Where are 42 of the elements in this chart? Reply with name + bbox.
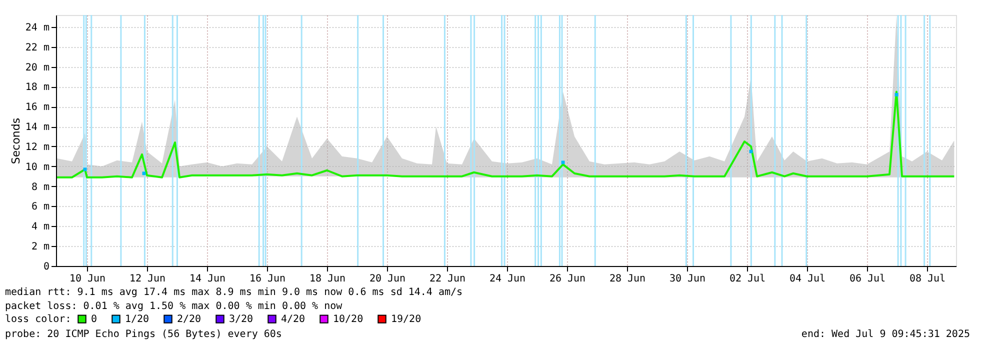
- y-tick-label: 8 m: [31, 182, 50, 193]
- x-tick-label: 28 Jun: [609, 274, 646, 284]
- legend-label: 10/20: [333, 314, 364, 326]
- line-series: [56, 90, 956, 178]
- legend-label: 1/20: [125, 314, 150, 326]
- x-tick-label: 18 Jun: [309, 274, 346, 284]
- y-tick-label: 14 m: [25, 122, 50, 134]
- legend-label: 0: [91, 314, 98, 326]
- legend-title: loss color:: [5, 314, 72, 325]
- x-tick-label: 20 Jun: [369, 274, 406, 284]
- x-tick-label: 06 Jul: [849, 274, 886, 284]
- y-tick-label: 10 m: [25, 162, 50, 173]
- legend-label: 3/20: [229, 314, 254, 326]
- x-tick-label: 08 Jul: [909, 274, 946, 284]
- text: probe: 20 ICMP Echo Pings (56 Bytes) every 60s: [5, 329, 282, 340]
- text: packet loss: 0.01 % avg 1.50 % max 0.00 % min 0.00 % now: [5, 301, 344, 312]
- x-tick-label: 04 Jul: [789, 274, 826, 284]
- legend-label: 2/20: [177, 314, 202, 326]
- y-tick-label: 16 m: [25, 102, 50, 114]
- x-tick-label: 22 Jun: [429, 274, 466, 284]
- x-tick-label: 10 Jun: [69, 274, 106, 284]
- y-tick-label: 4 m: [31, 222, 50, 233]
- legend-label: 19/20: [391, 314, 422, 326]
- x-tick-label: 30 Jun: [669, 274, 706, 284]
- y-tick-label: 0: [43, 262, 50, 272]
- text: median rtt: 9.1 ms avg 17.4 ms max 8.9 ms min 9.0 ms now 0.6 ms sd 14.4 am/s: [5, 287, 463, 298]
- x-tick-label: 12 Jun: [129, 274, 166, 284]
- y-tick-label: 20 m: [25, 62, 50, 74]
- y-tick-label: 2 m: [31, 242, 50, 253]
- y-tick-label: 22 m: [25, 42, 50, 54]
- x-tick-label: 02 Jul: [729, 274, 766, 284]
- legend-label: 4/20: [281, 314, 306, 326]
- y-tick-label: 18 m: [25, 82, 50, 94]
- y-axis-title: Seconds: [9, 118, 22, 164]
- x-tick-label: 24 Jun: [489, 274, 526, 284]
- x-tick-label: 14 Jun: [189, 274, 226, 284]
- x-tick-label: 26 Jun: [549, 274, 586, 284]
- y-tick-label: 6 m: [31, 202, 50, 213]
- x-tick-label: 16 Jun: [249, 274, 286, 284]
- y-tick-label: 12 m: [25, 142, 50, 153]
- text: end: Wed Jul 9 09:45:31 2025: [801, 329, 970, 340]
- y-tick-label: 24 m: [25, 22, 50, 34]
